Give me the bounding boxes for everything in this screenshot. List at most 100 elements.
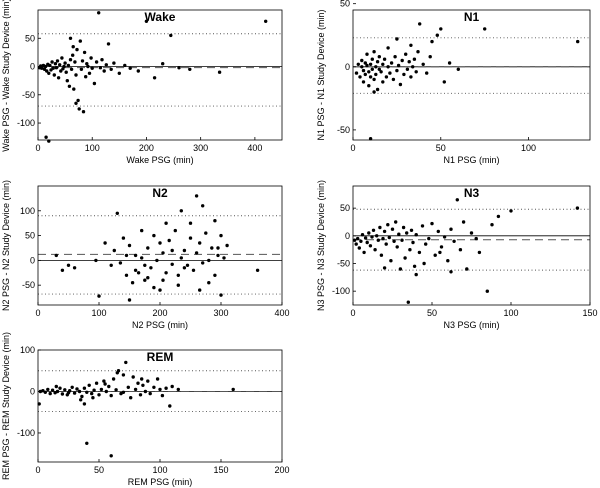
wake-data-point xyxy=(169,33,173,38)
rem-data-point xyxy=(111,377,116,381)
wake-x-tick-label: 0 xyxy=(35,143,40,153)
n1-y-tick-label: 50 xyxy=(340,0,350,9)
rem-data-point xyxy=(231,387,235,392)
n2-x-tick-label: 0 xyxy=(35,308,40,318)
rem-data-point xyxy=(46,387,50,392)
n1-data-point xyxy=(368,137,373,141)
n1-data-point xyxy=(375,60,380,64)
n1-data-point xyxy=(370,57,374,61)
rem-data-point xyxy=(82,402,87,406)
wake-data-point xyxy=(84,75,88,79)
wake-data-point xyxy=(89,56,93,60)
n2-data-point xyxy=(170,248,174,253)
n1-data-point xyxy=(386,46,390,50)
n2-data-point xyxy=(198,288,202,292)
n3-data-point xyxy=(356,236,360,241)
rem-data-point xyxy=(131,375,135,379)
n2-data-point xyxy=(204,231,208,235)
n2-panel-title: N2 xyxy=(152,186,168,200)
rem-data-point xyxy=(121,390,126,394)
n3-data-point xyxy=(379,253,384,257)
n1-data-point xyxy=(367,84,371,88)
rem-data-point xyxy=(168,404,172,408)
wake-data-point xyxy=(56,76,61,80)
rem-data-point xyxy=(129,396,133,400)
wake-y-tick-label: 50 xyxy=(25,33,35,43)
n3-y-tick-label: -50 xyxy=(337,258,350,268)
rem-data-point xyxy=(48,391,52,396)
n3-data-point xyxy=(455,198,459,202)
wake-panel-title: Wake xyxy=(145,10,176,24)
rem-x-axis-label: REM PSG (min) xyxy=(128,477,193,487)
wake-data-point xyxy=(51,66,55,70)
wake-data-point xyxy=(45,69,49,73)
wake-data-point xyxy=(50,60,54,64)
n2-data-point xyxy=(173,228,177,233)
rem-data-point xyxy=(107,384,111,389)
n3-data-point xyxy=(387,235,391,240)
n3-data-point xyxy=(382,229,387,234)
rem-data-point xyxy=(114,388,118,392)
rem-data-point xyxy=(80,394,84,399)
n1-data-point xyxy=(402,72,406,77)
rem-data-point xyxy=(121,373,126,377)
n3-data-point xyxy=(411,240,415,245)
n1-data-point xyxy=(360,65,364,69)
rem-data-point xyxy=(50,388,55,392)
n3-data-point xyxy=(449,227,453,231)
n1-y-tick-label: 0 xyxy=(345,62,350,72)
n3-plot-frame xyxy=(352,185,591,306)
n2-y-axis-label: N2 PSG - N2 Study Device (min) xyxy=(1,180,11,311)
n2-data-point xyxy=(194,251,199,255)
n2-data-point xyxy=(97,294,101,298)
n3-data-point xyxy=(575,206,580,210)
n1-data-point xyxy=(400,58,404,63)
n2-data-point xyxy=(155,258,159,263)
n1-data-point xyxy=(374,72,378,77)
n2-data-point xyxy=(185,263,190,267)
n1-data-point xyxy=(372,90,376,94)
rem-data-point xyxy=(141,383,145,387)
n1-data-point xyxy=(412,57,417,61)
n2-data-point xyxy=(207,258,211,263)
n3-data-point xyxy=(430,221,434,226)
n2-data-point xyxy=(146,246,150,250)
rem-data-point xyxy=(92,388,96,392)
rem-y-axis-label: REM PSG - REM Study Device (min) xyxy=(1,332,11,480)
n3-data-point xyxy=(406,300,410,304)
rem-data-point xyxy=(63,388,67,392)
n2-x-tick-label: 200 xyxy=(152,308,167,318)
n3-data-point xyxy=(417,250,422,255)
wake-data-point xyxy=(136,69,140,73)
n2-data-point xyxy=(133,253,138,258)
n2-data-point xyxy=(188,221,193,225)
n3-y-tick-label: 50 xyxy=(340,203,350,213)
n3-data-point xyxy=(386,223,390,227)
wake-data-point xyxy=(109,67,113,72)
n2-data-point xyxy=(112,248,117,253)
n3-data-point xyxy=(461,220,466,224)
n1-x-axis-label: N1 PSG (min) xyxy=(443,155,499,165)
n1-data-point xyxy=(404,52,408,56)
n1-data-point xyxy=(409,75,413,79)
rem-data-point xyxy=(164,386,168,390)
rem-data-point xyxy=(104,389,109,394)
n1-data-point xyxy=(405,67,410,72)
n1-data-point xyxy=(416,50,420,54)
n2-data-point xyxy=(143,263,147,267)
wake-data-point xyxy=(62,64,66,69)
n3-y-tick-label: 0 xyxy=(345,231,350,241)
wake-data-point xyxy=(68,58,73,62)
n3-data-point xyxy=(352,238,357,242)
n3-data-point xyxy=(397,232,401,236)
wake-data-point xyxy=(75,47,79,52)
rem-data-point xyxy=(70,385,74,389)
n2-data-point xyxy=(127,298,132,302)
n2-data-point xyxy=(130,281,135,285)
rem-x-tick-label: 0 xyxy=(35,465,40,475)
n3-x-tick-label: 100 xyxy=(503,308,518,318)
wake-data-point xyxy=(71,45,75,49)
n2-data-point xyxy=(121,236,126,240)
n2-data-point xyxy=(124,273,129,277)
wake-data-point xyxy=(65,79,70,83)
